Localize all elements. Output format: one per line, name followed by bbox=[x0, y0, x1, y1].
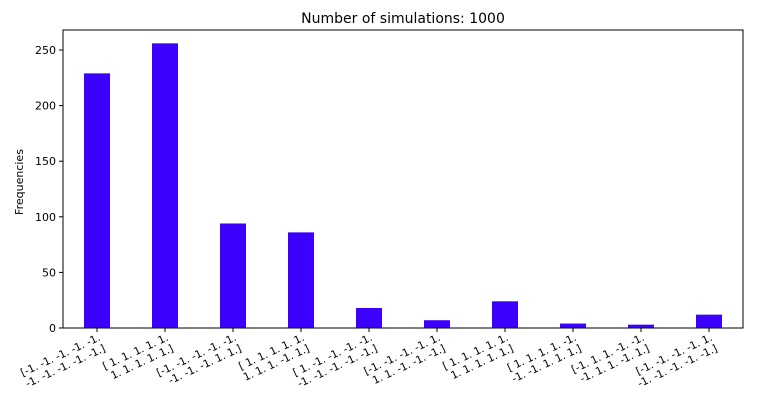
bar-8 bbox=[560, 323, 586, 328]
y-tick-label: 200 bbox=[35, 100, 56, 113]
bar-2 bbox=[152, 43, 178, 328]
bar-5 bbox=[356, 307, 382, 328]
y-tick-label: 150 bbox=[35, 155, 56, 168]
chart-title: Number of simulations: 1000 bbox=[301, 11, 505, 27]
bar-1 bbox=[84, 73, 110, 329]
y-tick-label: 100 bbox=[35, 211, 56, 224]
y-tick-label: 0 bbox=[49, 322, 56, 335]
bar-9 bbox=[628, 324, 654, 328]
y-tick-label: 250 bbox=[35, 44, 56, 57]
y-axis: 0 50 100 150 200 250 bbox=[35, 44, 63, 335]
bar-10 bbox=[696, 314, 722, 328]
x-tick-label: [-1. -1. -1. -1. 1. 1. 1. -1. -1. -1.] bbox=[362, 332, 447, 389]
bar-3 bbox=[220, 223, 246, 328]
bar-4 bbox=[288, 232, 314, 328]
x-axis: [-1. -1. -1. -1. -1. -1. -1. -1. -1. -1.… bbox=[16, 328, 719, 392]
bars-group bbox=[84, 43, 722, 329]
plot-frame bbox=[62, 29, 744, 329]
bar-6 bbox=[424, 320, 450, 328]
x-tick-label: [-1. -1. -1. -1. -1. -1. -1. -1. -1. -1.… bbox=[16, 332, 108, 392]
y-axis-label: Frequencies bbox=[13, 149, 26, 215]
y-tick-label: 50 bbox=[42, 266, 56, 279]
x-tick-label: [ 1. 1. 1. 1. 1. 1. 1. 1. 1. 1.] bbox=[441, 332, 515, 384]
x-tick-label: [ 1. 1. 1. 1. -1. -1. -1. 1. 1. 1.] bbox=[502, 332, 583, 387]
bar-7 bbox=[492, 301, 518, 328]
